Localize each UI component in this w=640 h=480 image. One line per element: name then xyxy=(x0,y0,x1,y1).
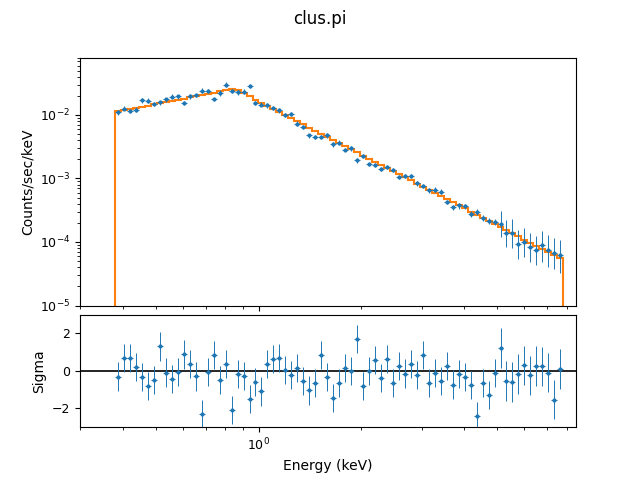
Y-axis label: Counts/sec/keV: Counts/sec/keV xyxy=(20,128,35,235)
Text: clus.pi: clus.pi xyxy=(293,10,347,28)
X-axis label: Energy (keV): Energy (keV) xyxy=(284,459,372,473)
Y-axis label: Sigma: Sigma xyxy=(33,349,46,393)
